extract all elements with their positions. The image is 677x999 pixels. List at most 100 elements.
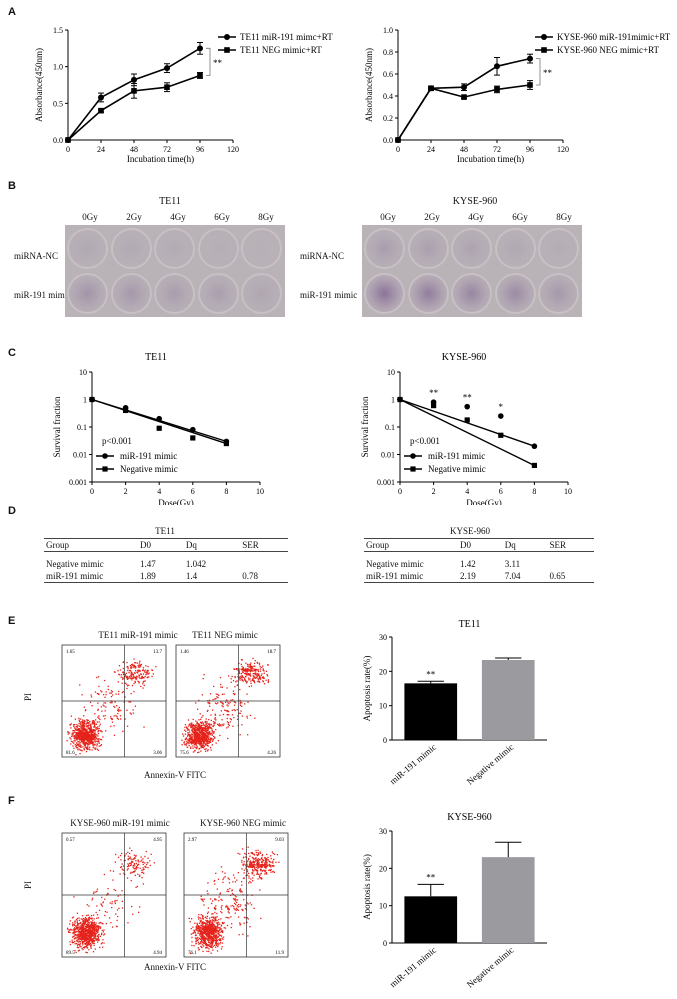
event-dot (262, 859, 265, 862)
event-dot (187, 739, 190, 741)
event-dot (238, 934, 240, 936)
event-dot (250, 904, 253, 906)
event-dot (93, 892, 95, 894)
event-dot (137, 664, 139, 667)
event-dot (80, 727, 82, 729)
event-dot (90, 737, 93, 739)
event-dot (86, 943, 89, 946)
event-dot (84, 923, 86, 925)
scatter-points (66, 658, 157, 756)
event-dot (120, 866, 122, 869)
event-dot (254, 677, 257, 679)
event-dot (208, 926, 210, 928)
event-dot (225, 906, 227, 908)
event-dot (207, 935, 209, 938)
event-dot (209, 898, 212, 900)
event-dot (145, 850, 147, 853)
event-dot (200, 941, 202, 943)
event-dot (194, 740, 196, 742)
event-dot (76, 739, 78, 741)
event-dot (75, 931, 77, 933)
event-dot (92, 742, 94, 744)
event-dot (202, 730, 204, 733)
event-dot (116, 919, 118, 922)
event-dot (202, 677, 204, 680)
event-dot (117, 709, 119, 712)
event-dot (74, 744, 76, 746)
event-dot (87, 930, 89, 933)
x-tick-label: 72 (163, 145, 171, 154)
event-dot (91, 734, 94, 736)
event-dot (234, 709, 236, 712)
event-dot (134, 856, 136, 859)
event-dot (145, 866, 147, 868)
event-dot (75, 728, 77, 730)
event-dot (255, 673, 257, 675)
event-dot (198, 747, 201, 750)
event-dot (82, 721, 84, 723)
event-dot (260, 869, 262, 872)
panel-label-e: E (8, 615, 16, 627)
event-dot (100, 706, 103, 708)
event-dot (207, 931, 209, 933)
event-dot (195, 724, 197, 726)
event-dot (110, 716, 112, 718)
event-dot (104, 718, 106, 720)
event-dot (82, 923, 85, 925)
event-dot (79, 934, 82, 936)
event-dot (127, 859, 129, 861)
y-tick-label: 10 (379, 902, 387, 911)
event-dot (200, 935, 202, 937)
event-dot (89, 934, 92, 937)
event-dot (76, 940, 78, 943)
significance-star: ** (429, 388, 439, 398)
event-dot (130, 667, 132, 669)
event-dot (246, 863, 248, 865)
event-dot (202, 945, 205, 947)
event-dot (141, 871, 144, 874)
event-dot (81, 929, 83, 931)
event-dot (88, 933, 90, 935)
event-dot (273, 858, 275, 861)
event-dot (117, 670, 119, 672)
event-dot (276, 853, 279, 856)
event-dot (74, 922, 76, 924)
event-dot (82, 936, 84, 938)
event-dot (124, 696, 126, 698)
event-dot (220, 725, 222, 727)
event-dot (248, 685, 250, 688)
event-dot (93, 932, 95, 935)
event-dot (251, 873, 253, 875)
event-dot (256, 870, 259, 872)
event-dot (219, 923, 221, 925)
event-dot (130, 664, 133, 666)
event-dot (81, 936, 83, 938)
event-dot (135, 868, 137, 870)
event-dot (193, 728, 196, 730)
event-dot (104, 914, 106, 917)
event-dot (93, 732, 95, 734)
event-dot (195, 943, 197, 945)
table-row: miR-191 mimic 1.89 1.4 0.78 (44, 569, 288, 583)
event-dot (70, 738, 72, 740)
event-dot (102, 704, 104, 706)
event-dot (228, 909, 230, 911)
event-dot (92, 932, 95, 934)
event-dot (209, 737, 211, 739)
event-dot (210, 714, 212, 716)
event-dot (206, 945, 208, 947)
event-dot (126, 661, 128, 664)
event-dot (232, 680, 235, 682)
event-dot (86, 737, 88, 740)
event-dot (267, 859, 269, 861)
event-dot (195, 939, 198, 941)
event-dot (197, 926, 199, 928)
event-dot (76, 939, 78, 941)
event-dot (266, 862, 268, 864)
event-dot (201, 932, 204, 934)
y-tick-label: 20 (379, 864, 387, 873)
event-dot (82, 941, 84, 943)
data-point (527, 82, 533, 88)
event-dot (88, 740, 90, 743)
cell: Negative mimic (366, 558, 424, 569)
